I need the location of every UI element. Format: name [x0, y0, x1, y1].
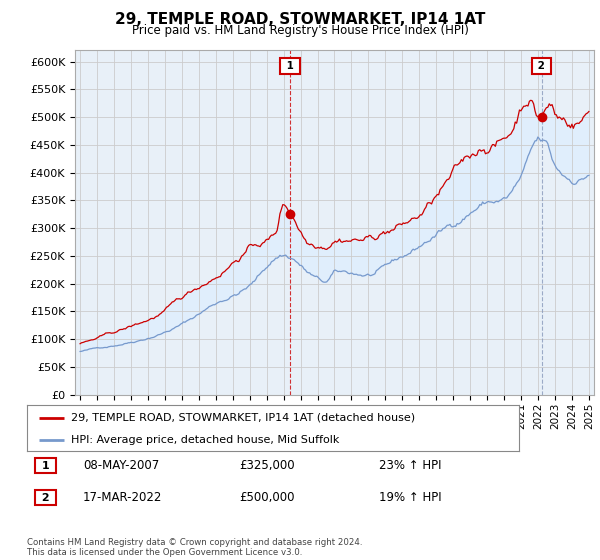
Text: £325,000: £325,000 [239, 459, 295, 472]
Text: 29, TEMPLE ROAD, STOWMARKET, IP14 1AT: 29, TEMPLE ROAD, STOWMARKET, IP14 1AT [115, 12, 485, 27]
Text: 29, TEMPLE ROAD, STOWMARKET, IP14 1AT (detached house): 29, TEMPLE ROAD, STOWMARKET, IP14 1AT (d… [71, 413, 415, 423]
Text: Price paid vs. HM Land Registry's House Price Index (HPI): Price paid vs. HM Land Registry's House … [131, 24, 469, 37]
Text: £500,000: £500,000 [239, 491, 295, 504]
Text: 2: 2 [535, 61, 549, 71]
Text: Contains HM Land Registry data © Crown copyright and database right 2024.
This d: Contains HM Land Registry data © Crown c… [27, 538, 362, 557]
Text: 1: 1 [38, 461, 53, 471]
Text: 17-MAR-2022: 17-MAR-2022 [83, 491, 162, 504]
Text: 1: 1 [283, 61, 297, 71]
Text: 19% ↑ HPI: 19% ↑ HPI [379, 491, 441, 504]
Text: 23% ↑ HPI: 23% ↑ HPI [379, 459, 441, 472]
Text: 2: 2 [38, 493, 53, 502]
Text: HPI: Average price, detached house, Mid Suffolk: HPI: Average price, detached house, Mid … [71, 435, 340, 445]
Text: 08-MAY-2007: 08-MAY-2007 [83, 459, 159, 472]
